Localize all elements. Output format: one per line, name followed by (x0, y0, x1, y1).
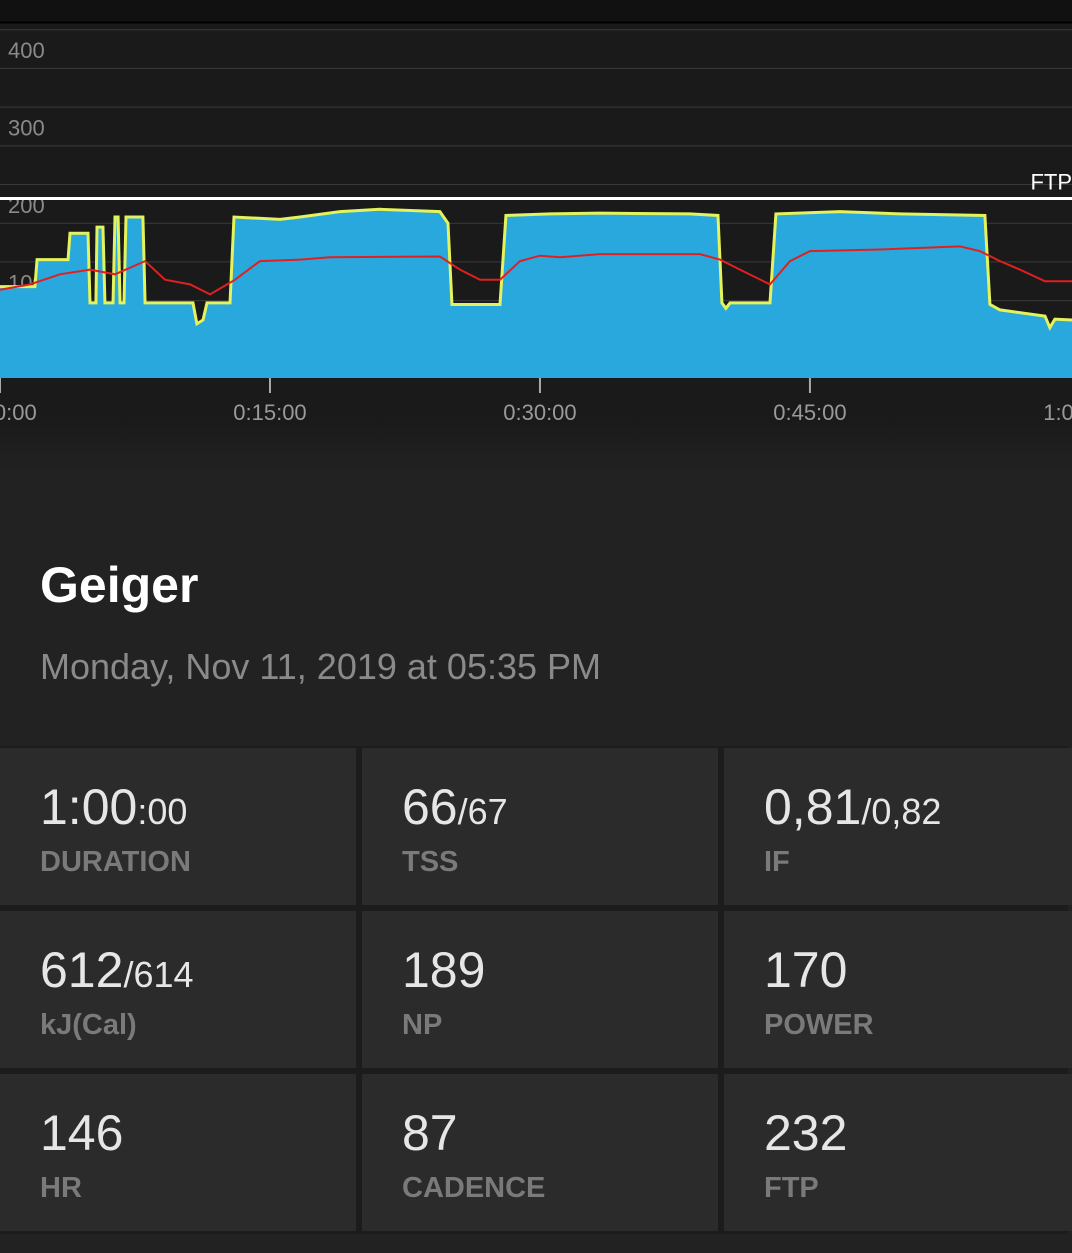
x-tick-label: 0:30:00 (503, 400, 576, 425)
x-tick-label: 0:00:00 (0, 400, 37, 425)
stat-value: 189 (402, 941, 485, 999)
stat-label: IF (764, 846, 790, 878)
y-tick-label: 200 (8, 193, 45, 218)
stat-main: 1:00 (40, 779, 138, 835)
stat-value: 66/67 (402, 778, 508, 836)
stat-main: 87 (402, 1105, 458, 1161)
chart: 100200300400FTP0:00:000:15:000:30:000:45… (0, 0, 1072, 425)
stat-value: 232 (764, 1104, 847, 1162)
stat-main: 146 (40, 1105, 124, 1161)
stat-label: CADENCE (402, 1172, 546, 1204)
y-tick-label: 300 (8, 116, 45, 141)
stat-label: FTP (764, 1172, 819, 1204)
x-tick-label: 0:45:00 (773, 400, 846, 425)
stat-main: 232 (764, 1105, 848, 1161)
stat-value: 146 (40, 1104, 123, 1162)
ftp-label: FTP (1030, 169, 1072, 194)
stat-main: 0,81 (764, 779, 862, 835)
stat-cell: 232 FTP (724, 1074, 1072, 1231)
stat-suffix: /614 (123, 954, 194, 995)
stat-suffix: /0,82 (861, 791, 942, 832)
hr-line (0, 245, 1072, 296)
stat-value: 0,81/0,82 (764, 778, 941, 836)
stat-label: TSS (402, 846, 459, 878)
stat-suffix: :00 (137, 791, 188, 832)
workout-title: Geiger (40, 557, 199, 613)
stat-value: 87 (402, 1104, 458, 1162)
stat-label: kJ(Cal) (40, 1009, 137, 1041)
stat-cell: 87 CADENCE (362, 1074, 718, 1231)
y-tick-label: 400 (8, 38, 45, 63)
stat-cell: 170 POWER (724, 911, 1072, 1068)
stat-value: 1:00:00 (40, 778, 187, 836)
stat-main: 170 (764, 942, 848, 998)
stat-main: 66 (402, 779, 458, 835)
stat-cell: 146 HR (0, 1074, 356, 1231)
stat-cell: 66/67 TSS (362, 748, 718, 905)
x-tick-label: 0:15:00 (233, 400, 306, 425)
stat-label: POWER (764, 1009, 874, 1041)
stat-label: DURATION (40, 846, 191, 878)
stat-main: 612 (40, 942, 124, 998)
stat-main: 189 (402, 942, 486, 998)
stat-value: 612/614 (40, 941, 194, 999)
stat-cell: 1:00:00 DURATION (0, 748, 356, 905)
top-strip (0, 0, 1072, 22)
stat-label: HR (40, 1172, 82, 1204)
stat-suffix: /67 (457, 791, 508, 832)
stats-grid: 1:00:00 DURATION 66/67 TSS 0,81/0,82 IF 612/61… (0, 746, 1072, 1234)
stat-value: 170 (764, 941, 847, 999)
chart-panel: 100200300400FTP0:00:000:15:000:30:000:45… (0, 0, 1072, 475)
power-line (0, 207, 1072, 332)
stat-cell: 0,81/0,82 IF (724, 748, 1072, 905)
stat-cell: 612/614 kJ(Cal) (0, 911, 356, 1068)
power-area (0, 209, 1072, 378)
stat-cell: 189 NP (362, 911, 718, 1068)
workout-date: Monday, Nov 11, 2019 at 05:35 PM (40, 646, 602, 687)
stat-label: NP (402, 1009, 443, 1041)
x-tick-label: 1:00:00 (1043, 400, 1072, 425)
